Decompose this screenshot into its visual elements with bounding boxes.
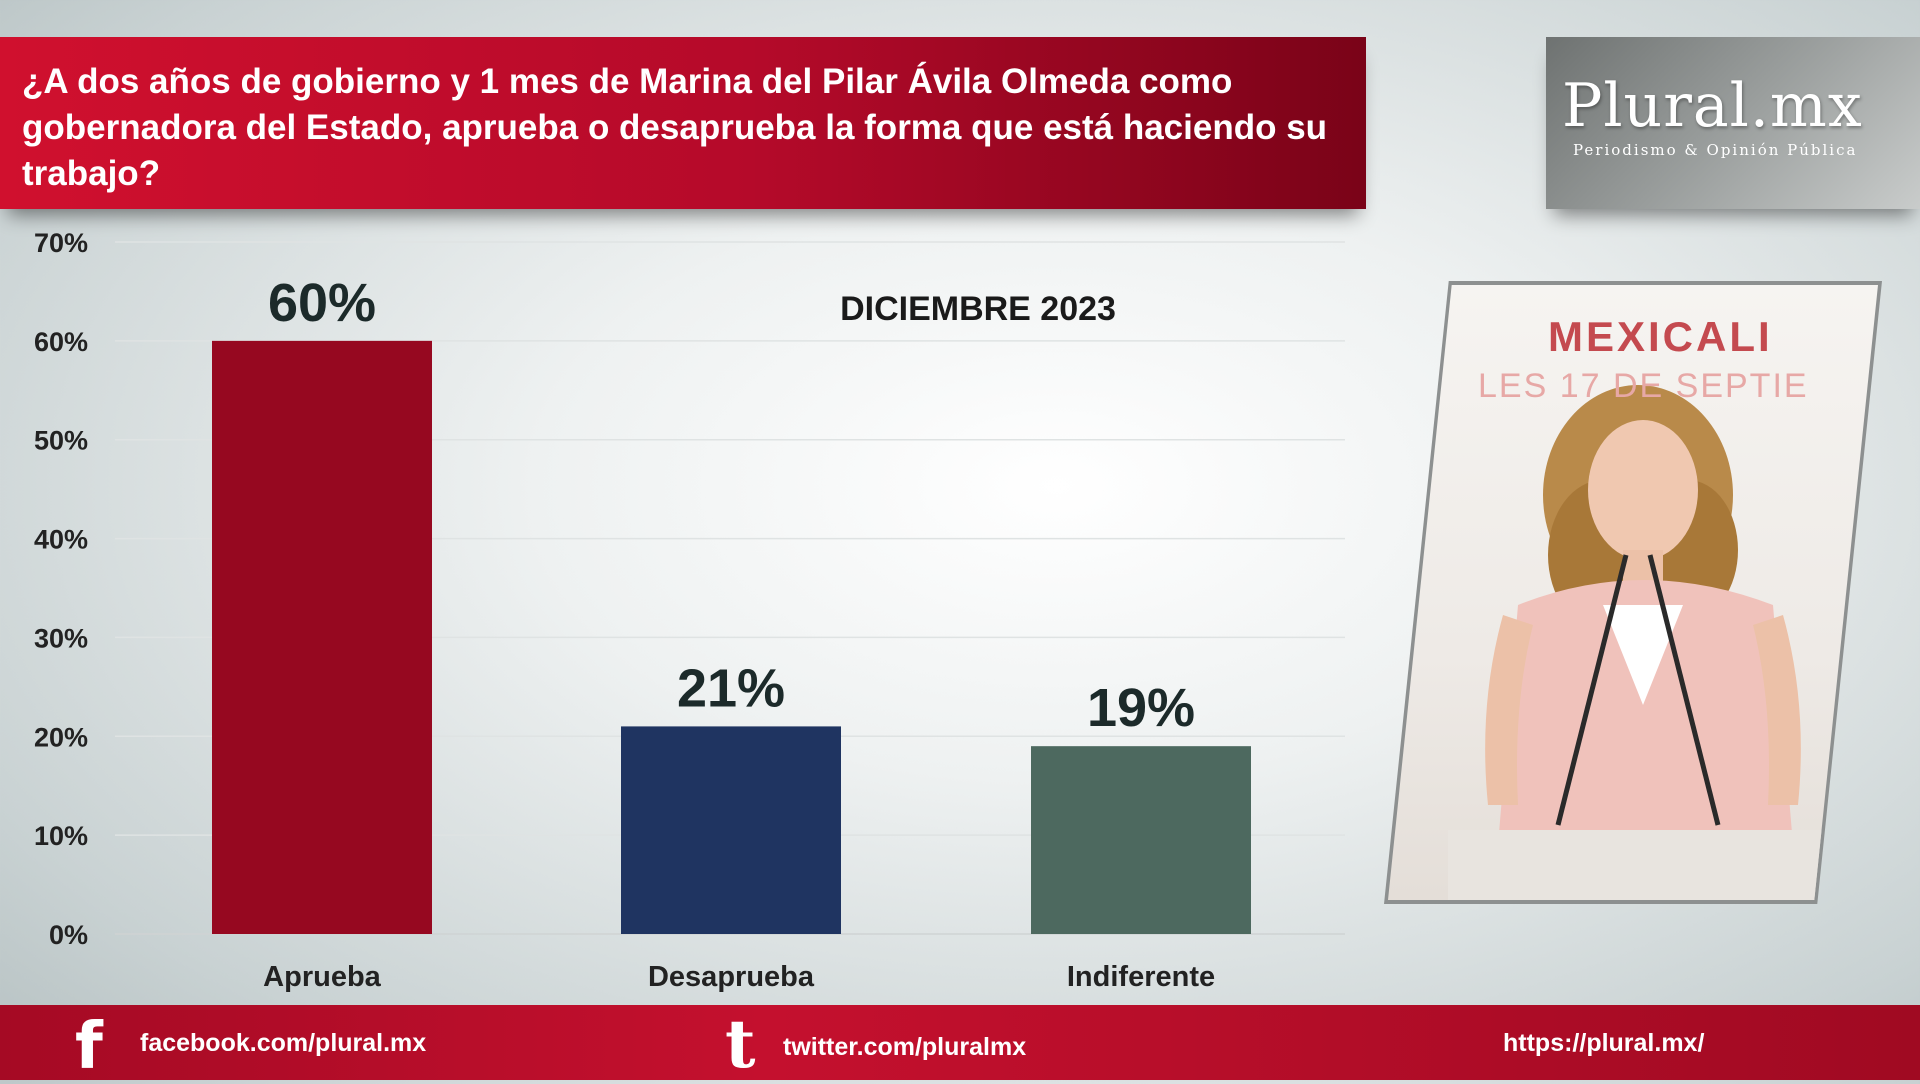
twitter-icon[interactable]: t bbox=[725, 1005, 756, 1083]
data-label: 21% bbox=[677, 658, 785, 718]
x-tick-label: Aprueba bbox=[263, 961, 382, 993]
y-tick-label: 50% bbox=[34, 426, 88, 456]
bar-indiferente bbox=[1031, 746, 1251, 934]
facebook-icon[interactable]: f bbox=[75, 1010, 103, 1084]
chart-subtitle: DICIEMBRE 2023 bbox=[840, 290, 1116, 328]
title-banner: ¿A dos años de gobierno y 1 mes de Marin… bbox=[0, 37, 1366, 209]
y-tick-label: 0% bbox=[49, 920, 88, 950]
data-label: 60% bbox=[268, 273, 376, 333]
bar-aprueba bbox=[212, 340, 432, 934]
website-link[interactable]: https://plural.mx/ bbox=[1503, 1029, 1705, 1057]
x-tick-label: Indiferente bbox=[1067, 961, 1215, 993]
portrait-illustration bbox=[1448, 385, 1848, 900]
photo-sign-text: MEXICALI bbox=[1548, 313, 1773, 360]
bar-chart: 0% 10% 20% 30% 40% 50% 60% 70% DICIEMBRE 2023 60%… bbox=[34, 228, 1345, 993]
y-tick-label: 40% bbox=[34, 525, 88, 555]
logo-name: Plural.mx bbox=[1562, 71, 1863, 141]
data-label: 19% bbox=[1087, 678, 1195, 738]
footer-bar: f facebook.com/plural.mx t twitter.com/p… bbox=[0, 1005, 1920, 1080]
logo: Plural.mx Periodismo & Opinión Pública bbox=[1546, 37, 1920, 209]
page-title: ¿A dos años de gobierno y 1 mes de Marin… bbox=[22, 62, 1328, 193]
y-tick-label: 20% bbox=[34, 722, 88, 752]
x-tick-label: Desaprueba bbox=[648, 961, 815, 993]
governor-photo: MEXICALI LES 17 DE SEPTIE bbox=[1388, 285, 1878, 900]
y-tick-label: 60% bbox=[34, 327, 88, 357]
y-tick-label: 70% bbox=[34, 228, 88, 258]
bar-desaprueba bbox=[621, 726, 841, 934]
facebook-link[interactable]: facebook.com/plural.mx bbox=[140, 1029, 427, 1057]
logo-tagline: Periodismo & Opinión Pública bbox=[1573, 141, 1858, 159]
twitter-link[interactable]: twitter.com/pluralmx bbox=[783, 1033, 1027, 1061]
y-tick-label: 30% bbox=[34, 623, 88, 653]
photo-sign-subtext: LES 17 DE SEPTIE bbox=[1478, 367, 1809, 405]
y-tick-label: 10% bbox=[34, 821, 88, 851]
